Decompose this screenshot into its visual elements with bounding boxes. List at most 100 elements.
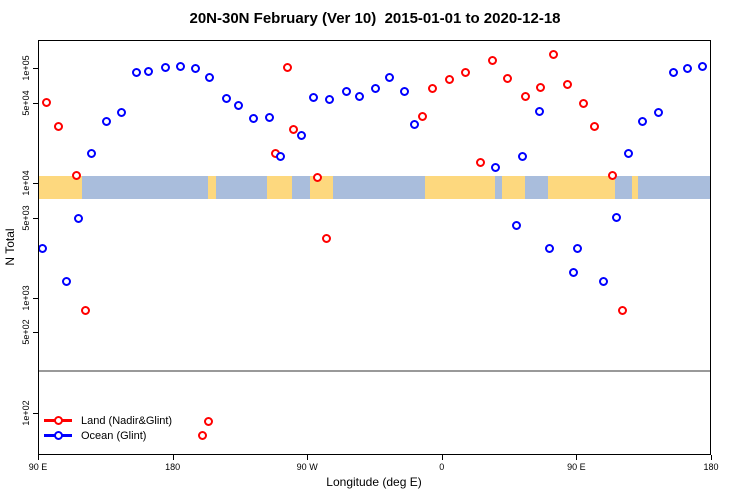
legend-label-ocean: Ocean (Glint) bbox=[81, 429, 147, 442]
data-point-ocean bbox=[384, 73, 394, 83]
data-point-land bbox=[562, 79, 572, 89]
data-point-land bbox=[607, 171, 617, 181]
data-point-land bbox=[417, 111, 427, 121]
data-point-ocean bbox=[248, 114, 258, 124]
data-point-ocean bbox=[682, 64, 692, 74]
data-point-ocean bbox=[399, 86, 409, 96]
data-point-ocean bbox=[534, 106, 544, 116]
data-point-ocean bbox=[175, 62, 185, 72]
data-point-land bbox=[579, 99, 589, 109]
x-tick bbox=[307, 455, 309, 460]
data-point-land bbox=[549, 50, 559, 60]
x-tick-label: 90 W bbox=[296, 462, 318, 472]
data-point-land bbox=[322, 233, 332, 243]
data-point-ocean bbox=[341, 87, 351, 97]
y-tick-label: 5e+02 bbox=[21, 319, 31, 346]
map-band-land-segment bbox=[208, 175, 216, 199]
data-point-land bbox=[488, 56, 498, 66]
map-band-land-segment bbox=[424, 175, 495, 199]
x-tick-label: 90 E bbox=[567, 462, 586, 472]
map-band-land-segment bbox=[266, 175, 293, 199]
x-tick-label: 180 bbox=[703, 462, 719, 472]
y-tick bbox=[33, 182, 38, 184]
legend: Land (Nadir&Glint) Ocean (Glint) bbox=[44, 413, 172, 443]
data-point-ocean bbox=[573, 243, 583, 253]
data-point-land bbox=[589, 121, 599, 131]
data-point-land bbox=[283, 63, 293, 73]
y-axis-label: N Total bbox=[3, 228, 17, 266]
ocean-marker-icon bbox=[53, 431, 63, 440]
data-point-ocean bbox=[275, 151, 285, 161]
x-tick bbox=[172, 455, 174, 460]
data-point-ocean bbox=[518, 151, 528, 161]
map-band-land-segment bbox=[39, 175, 83, 199]
data-point-land bbox=[289, 125, 299, 135]
data-point-land bbox=[444, 74, 454, 84]
data-point-ocean bbox=[233, 101, 243, 111]
data-point-land bbox=[203, 417, 213, 427]
reference-line bbox=[39, 370, 710, 373]
data-point-ocean bbox=[160, 63, 170, 73]
data-point-ocean bbox=[117, 107, 127, 117]
data-point-land bbox=[536, 82, 545, 92]
data-point-land bbox=[81, 306, 91, 316]
legend-label-land: Land (Nadir&Glint) bbox=[81, 414, 173, 427]
y-tick bbox=[33, 332, 38, 334]
data-point-ocean bbox=[512, 220, 522, 230]
data-point-ocean bbox=[221, 94, 231, 104]
y-tick bbox=[33, 217, 38, 219]
data-point-ocean bbox=[491, 163, 501, 173]
x-tick bbox=[441, 455, 443, 460]
map-band-land-segment bbox=[547, 175, 616, 199]
data-point-ocean bbox=[132, 68, 142, 78]
x-axis-label: Longitude (deg E) bbox=[326, 475, 422, 489]
x-tick-label: 180 bbox=[165, 462, 181, 472]
map-band-land-segment bbox=[631, 175, 638, 199]
data-point-land bbox=[618, 306, 628, 316]
data-point-ocean bbox=[308, 93, 318, 103]
legend-item-ocean: Ocean (Glint) bbox=[44, 428, 172, 443]
data-point-ocean bbox=[61, 276, 71, 286]
data-point-ocean bbox=[265, 113, 275, 123]
plot-area-border bbox=[38, 40, 711, 455]
y-tick-label: 1e+02 bbox=[21, 400, 31, 426]
data-point-ocean bbox=[296, 130, 306, 140]
data-point-land bbox=[42, 98, 52, 108]
map-band-ocean bbox=[39, 175, 710, 199]
data-point-ocean bbox=[371, 84, 381, 94]
data-point-ocean bbox=[654, 107, 664, 117]
legend-line-ocean bbox=[44, 431, 72, 440]
data-point-ocean bbox=[325, 95, 335, 105]
data-point-ocean bbox=[144, 66, 154, 76]
y-tick bbox=[33, 297, 38, 299]
data-point-land bbox=[521, 92, 531, 102]
data-point-ocean bbox=[355, 91, 365, 101]
data-point-land bbox=[476, 158, 486, 168]
y-tick-label: 5e+03 bbox=[21, 204, 31, 231]
y-tick-label: 1e+03 bbox=[21, 285, 31, 311]
y-tick bbox=[33, 412, 38, 414]
data-point-ocean bbox=[73, 214, 83, 224]
data-point-land bbox=[313, 172, 323, 182]
data-point-land bbox=[72, 171, 82, 181]
data-point-ocean bbox=[568, 268, 578, 278]
map-band-land-segment bbox=[501, 175, 525, 199]
y-tick-label: 1e+04 bbox=[21, 170, 31, 196]
data-point-ocean bbox=[205, 73, 215, 83]
data-point-ocean bbox=[410, 120, 420, 130]
y-tick-label: 5e+04 bbox=[21, 89, 31, 116]
x-tick-label: 90 E bbox=[28, 462, 48, 472]
data-point-land bbox=[428, 84, 438, 94]
data-point-ocean bbox=[102, 117, 112, 127]
land-marker-icon bbox=[53, 416, 63, 425]
data-point-land bbox=[503, 73, 513, 83]
chart-title: 20N-30N February (Ver 10) 2015-01-01 to … bbox=[189, 10, 561, 27]
data-point-ocean bbox=[87, 149, 97, 159]
data-point-ocean bbox=[637, 117, 647, 127]
x-tick bbox=[576, 455, 578, 460]
data-point-land bbox=[198, 430, 207, 440]
legend-line-land bbox=[44, 416, 72, 425]
data-point-ocean bbox=[544, 243, 554, 253]
data-point-ocean bbox=[190, 64, 200, 74]
